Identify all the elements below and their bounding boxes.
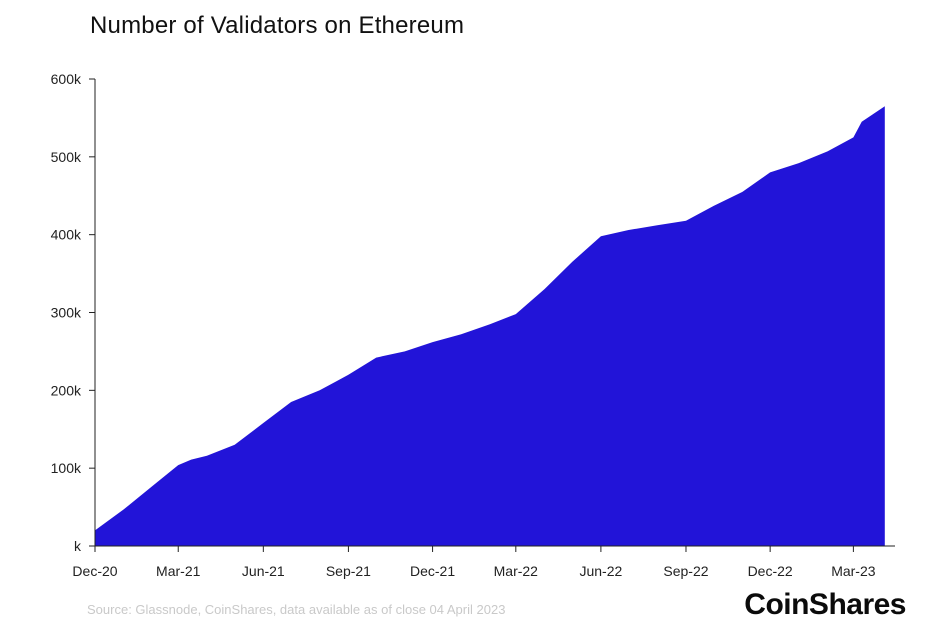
x-tick-label: Jun-22 [579,563,622,579]
y-tick-label: 500k [51,149,82,165]
y-tick-label: 400k [51,227,82,243]
y-tick-label: 200k [51,382,82,398]
x-tick-label: Dec-20 [72,563,117,579]
x-tick-label: Mar-21 [156,563,201,579]
x-tick-label: Dec-22 [748,563,793,579]
x-tick-label: Sep-21 [326,563,371,579]
x-tick-label: Sep-22 [663,563,708,579]
source-note: Source: Glassnode, CoinShares, data avai… [87,602,506,617]
y-tick-label: 100k [51,460,82,476]
x-tick-label: Mar-22 [494,563,539,579]
x-tick-label: Dec-21 [410,563,455,579]
y-tick-label: 600k [51,71,82,87]
validators-area [95,106,885,546]
x-tick-label: Mar-23 [831,563,876,579]
chart-title: Number of Validators on Ethereum [90,12,465,39]
y-tick-label: k [74,538,82,554]
x-tick-label: Jun-21 [242,563,285,579]
coinshares-logo: CoinShares [744,588,906,621]
y-tick-label: 300k [51,305,82,321]
